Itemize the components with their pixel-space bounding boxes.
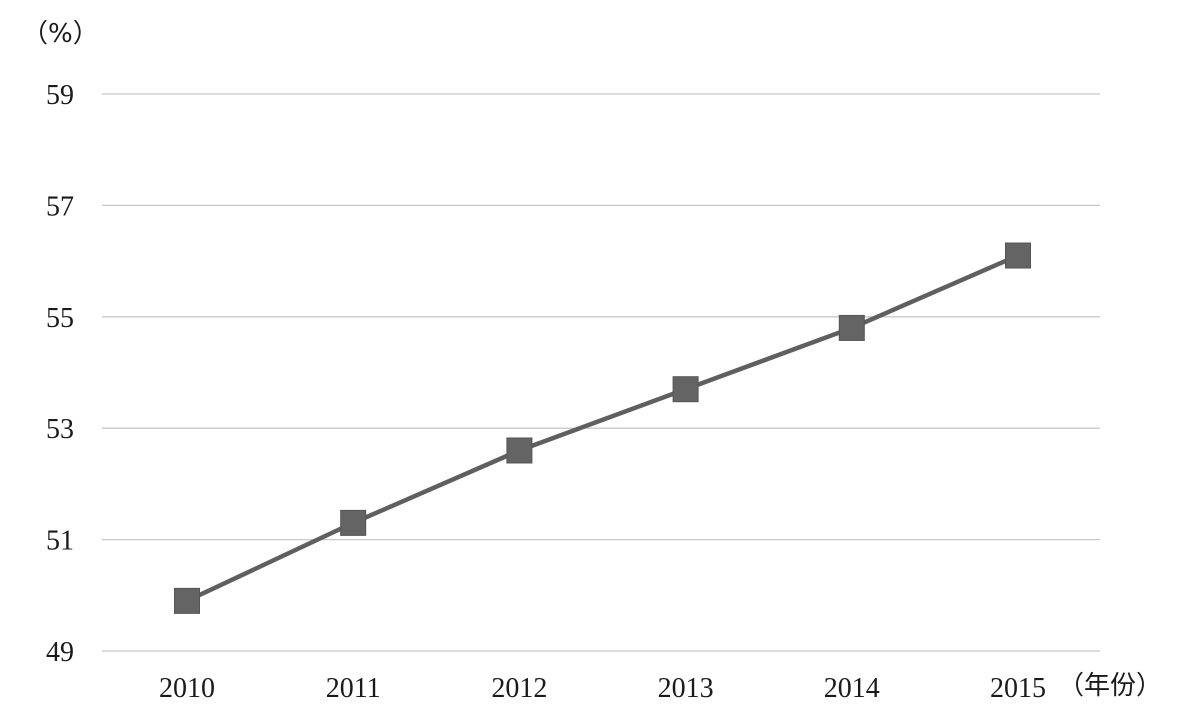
y-tick-label-49: 49	[46, 637, 74, 668]
gridlines	[102, 93, 1100, 652]
data-point-2012	[506, 437, 533, 464]
data-point-2015	[1005, 242, 1031, 269]
y-axis-tick-labels: 49 51 53 55 57 59	[46, 80, 74, 668]
x-tick-label-2012: 2012	[491, 673, 547, 704]
data-point-2011	[340, 509, 367, 536]
series-line-0	[186, 253, 1019, 603]
y-tick-label-55: 55	[46, 303, 74, 334]
series-group	[174, 242, 1031, 614]
y-tick-label-51: 51	[46, 526, 74, 557]
y-axis-unit-label: （%）	[22, 19, 99, 49]
y-tick-label-53: 53	[46, 414, 74, 445]
x-tick-label-2015: 2015	[990, 673, 1046, 704]
x-tick-label-2010: 2010	[159, 673, 215, 704]
y-tick-label-57: 57	[46, 191, 74, 222]
x-axis-tick-labels: 2010 2011 2012 2013 2014 2015	[159, 673, 1046, 704]
x-tick-label-2014: 2014	[824, 673, 880, 704]
data-point-2010	[174, 587, 200, 614]
data-point-2013	[672, 376, 699, 403]
x-tick-label-2011: 2011	[326, 673, 381, 704]
x-tick-label-2013: 2013	[658, 673, 714, 704]
y-tick-label-59: 59	[46, 80, 74, 111]
x-axis-unit-label: （年份）	[1058, 671, 1162, 701]
data-point-2014	[838, 314, 865, 341]
